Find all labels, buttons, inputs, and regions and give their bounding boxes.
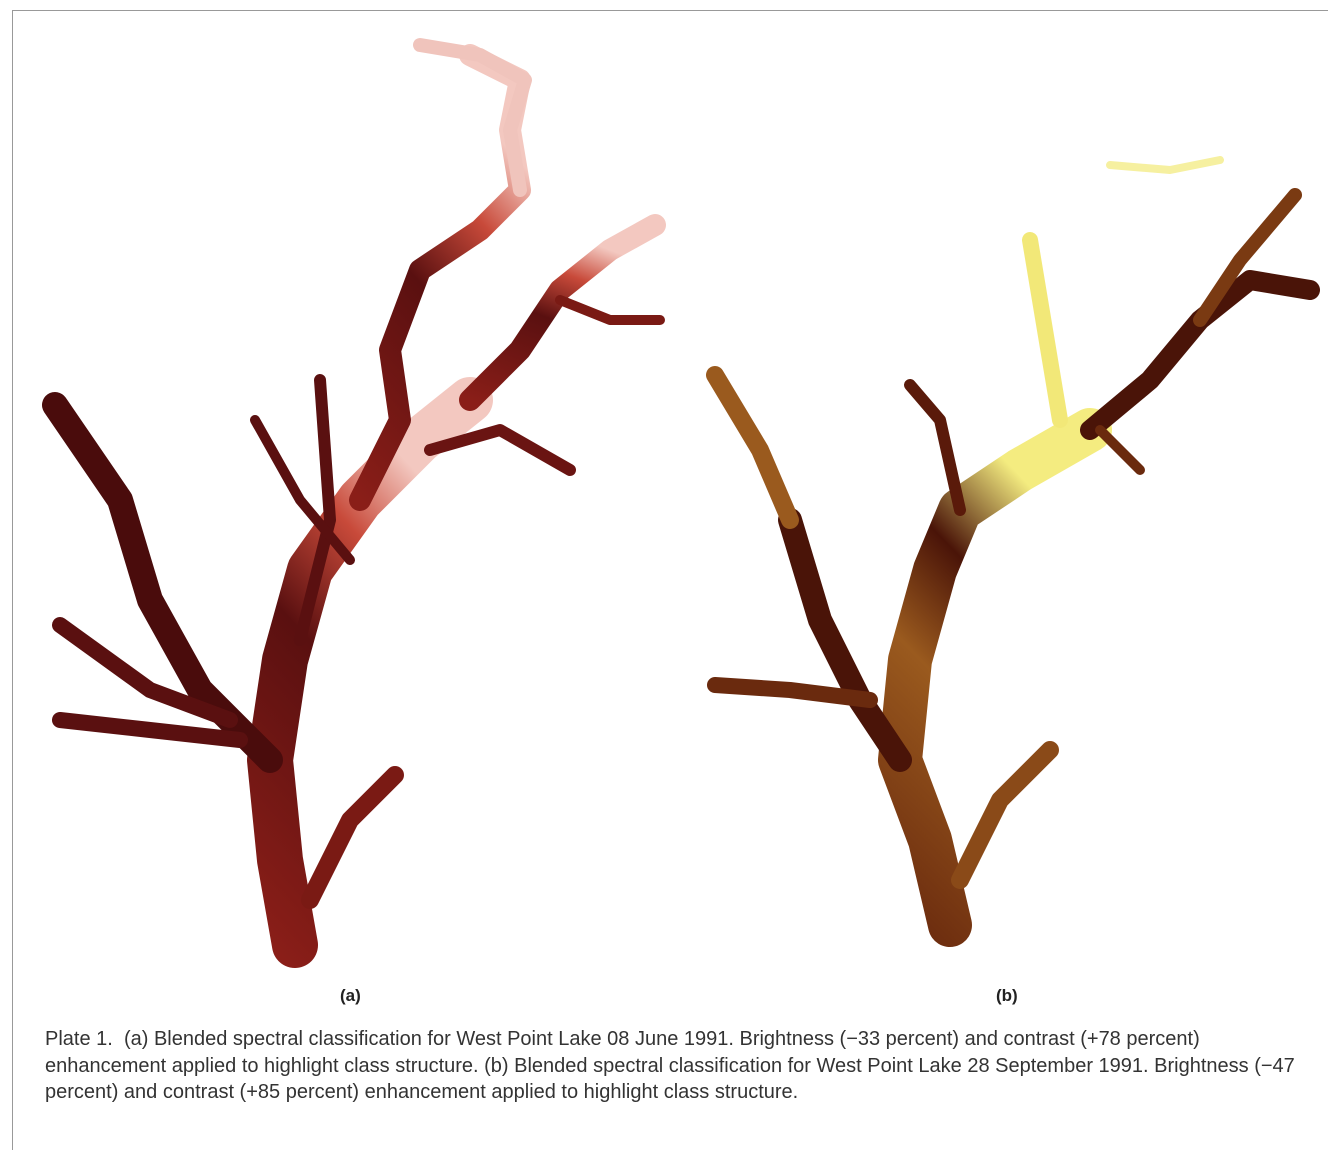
lake-images xyxy=(0,0,1339,1000)
caption-text: (a) Blended spectral classification for … xyxy=(45,1028,1295,1103)
lake-image-a xyxy=(55,45,660,945)
page: {"figure": {"panels": [{"label": "(a)"},… xyxy=(0,0,1339,1153)
lake-image-b xyxy=(715,160,1310,925)
caption: Plate 1. (a) Blended spectral classifica… xyxy=(45,1026,1320,1106)
panel-label: (b) xyxy=(996,986,1018,1006)
caption-label: Plate 1. xyxy=(45,1028,113,1050)
panel-label: (a) xyxy=(340,986,361,1006)
